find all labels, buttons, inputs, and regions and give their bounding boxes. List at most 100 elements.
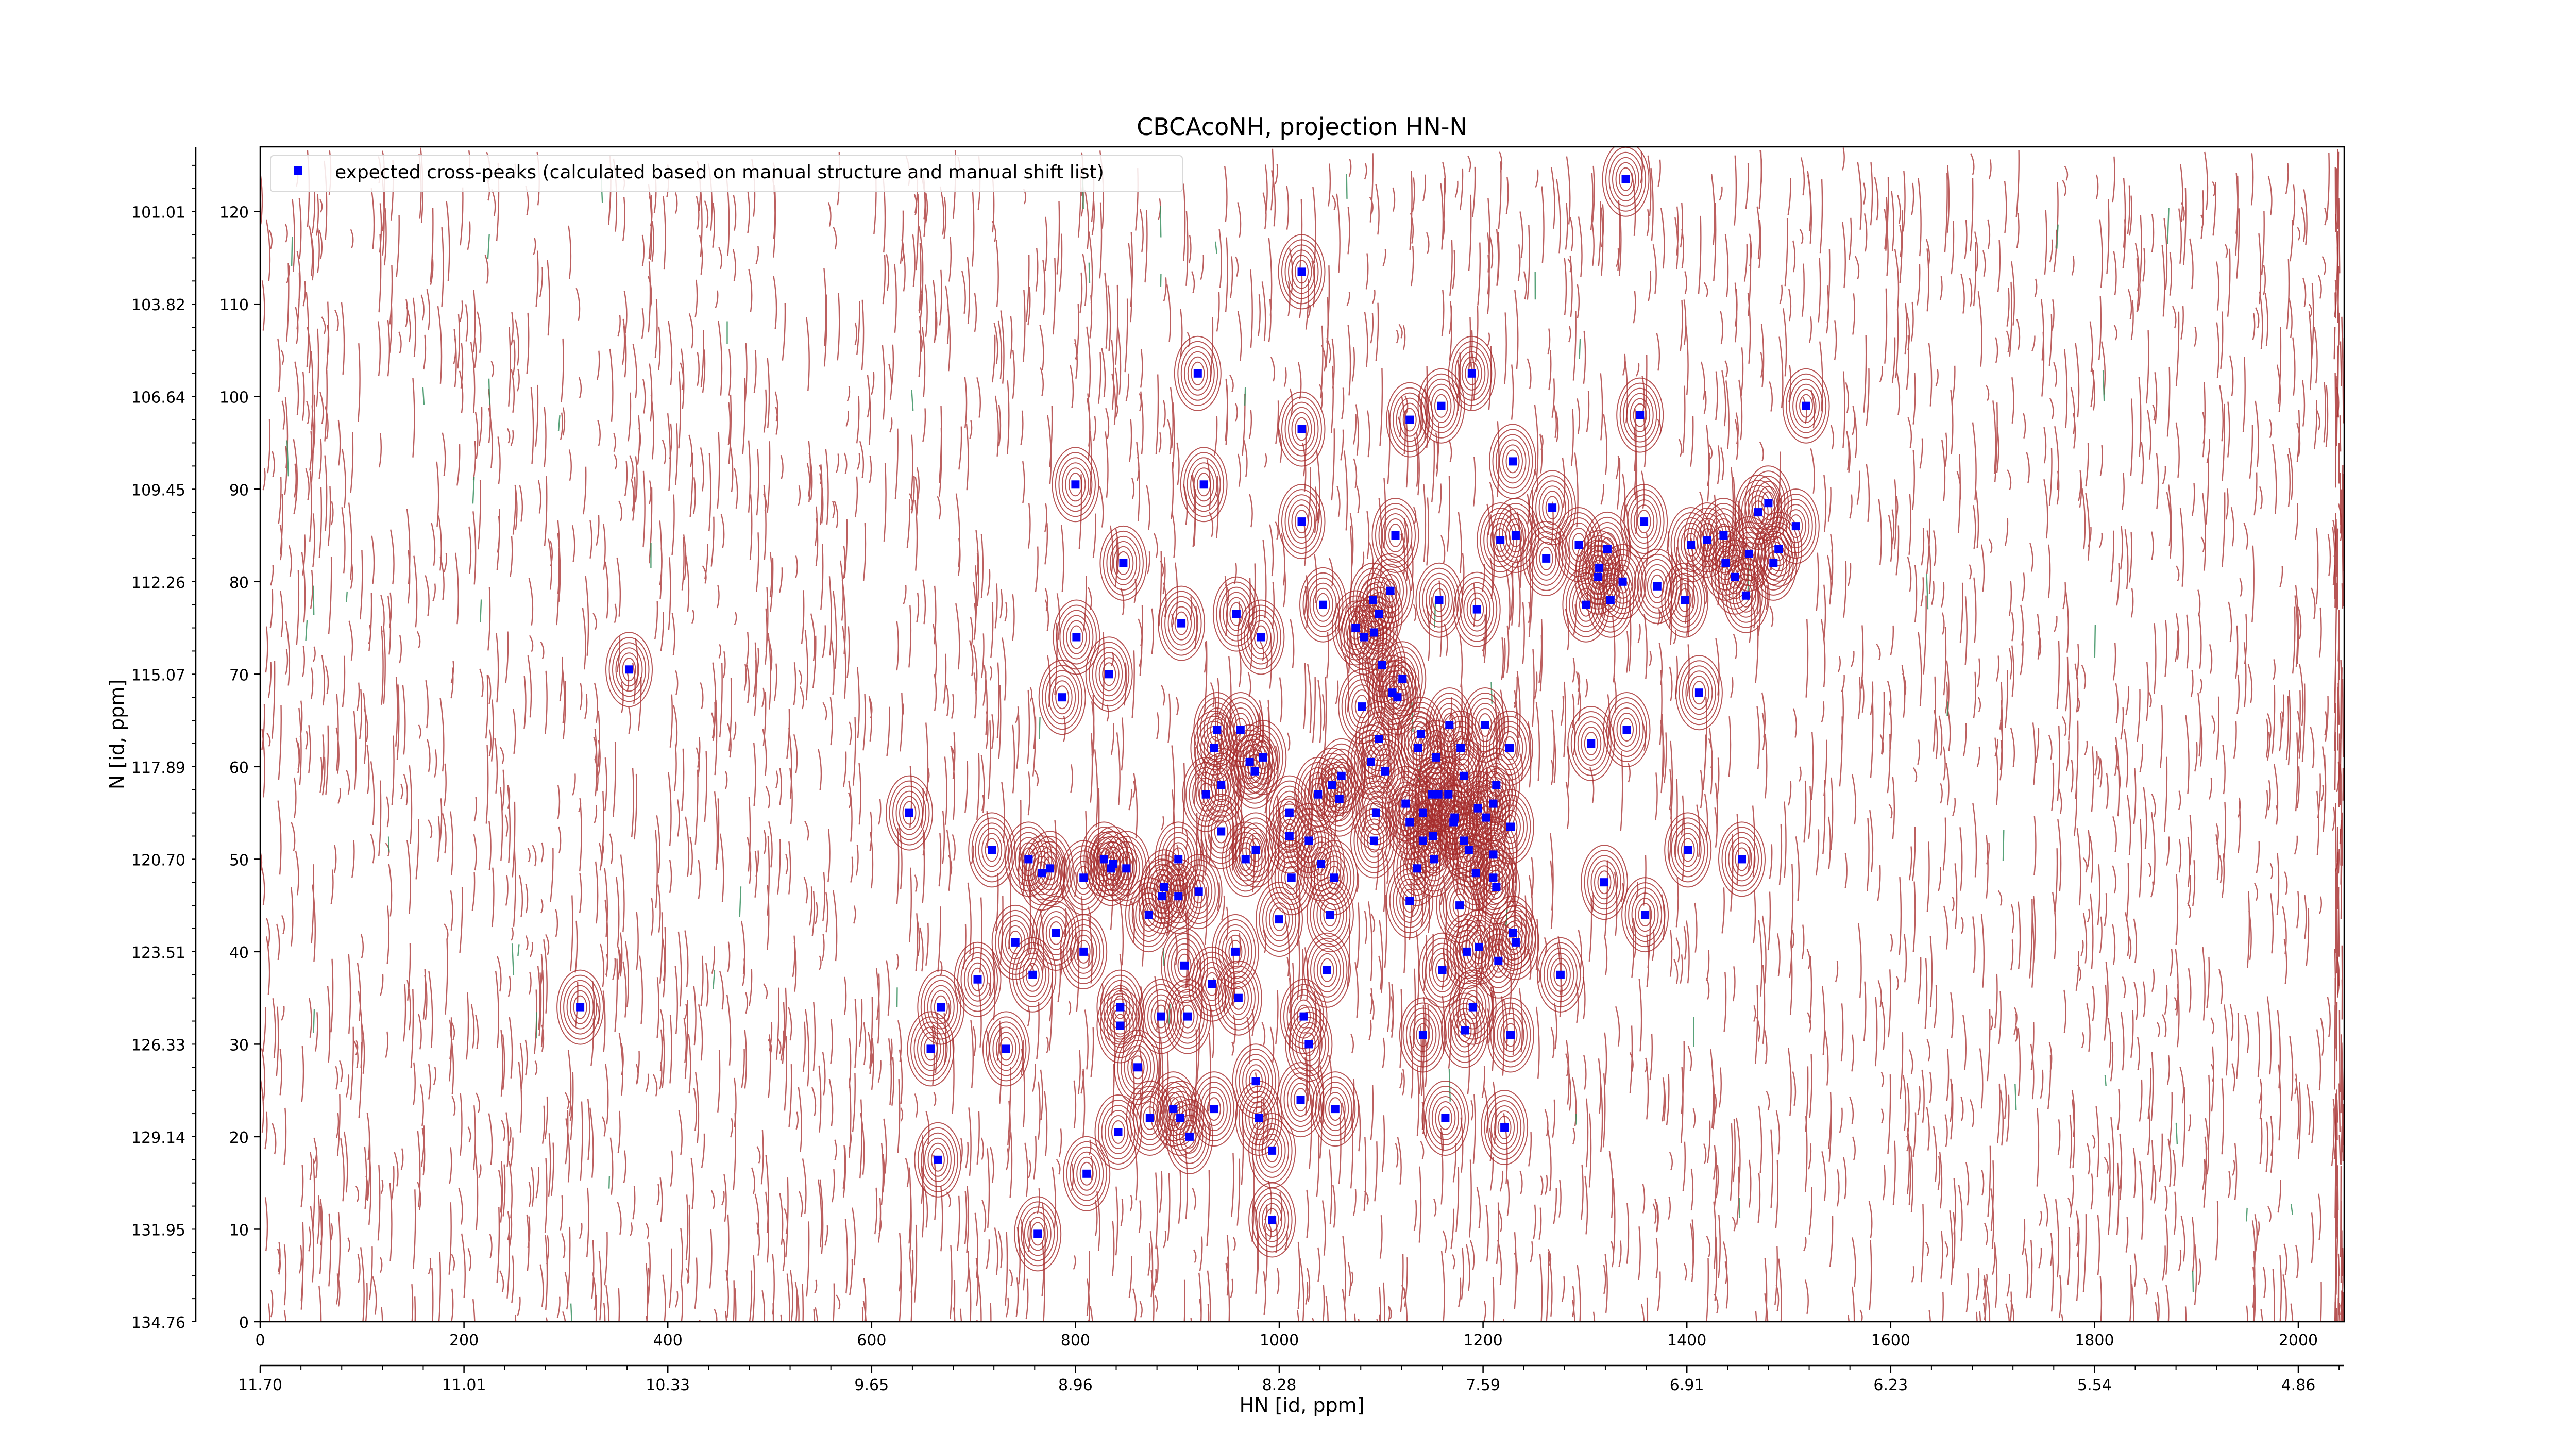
cross-peak-marker xyxy=(1754,508,1762,517)
contour-level xyxy=(1043,856,1057,881)
contour-level xyxy=(1262,1133,1283,1168)
cross-peak-marker xyxy=(1183,1012,1192,1021)
contour-level xyxy=(924,1037,938,1061)
contour-level xyxy=(1615,162,1636,196)
contour-level xyxy=(1458,833,1479,867)
peak-contour xyxy=(1248,1182,1296,1258)
cross-peak-marker xyxy=(1413,864,1421,873)
contour-level xyxy=(1288,249,1315,294)
contour-level xyxy=(1070,929,1097,974)
cross-peak-marker xyxy=(1687,541,1696,549)
contour-level xyxy=(1536,937,1584,1013)
cross-peak-marker xyxy=(1177,619,1186,628)
contour-level xyxy=(1164,596,1199,651)
contour-level xyxy=(1237,599,1285,675)
cross-peak-marker xyxy=(1621,175,1630,183)
contour-level xyxy=(1667,817,1708,883)
contour-level xyxy=(1029,836,1071,901)
contour-level xyxy=(920,1032,941,1066)
contour-level xyxy=(1373,563,1408,618)
contour-level xyxy=(1462,919,1496,974)
contour-level xyxy=(902,801,917,825)
contour-level xyxy=(1405,1007,1440,1063)
cross-peak-marker xyxy=(1217,827,1226,836)
cross-peak-marker xyxy=(1257,633,1265,642)
contour-level xyxy=(982,1011,1030,1087)
contour-level xyxy=(1536,541,1557,576)
contour-level xyxy=(1526,526,1567,591)
contour-level xyxy=(1484,1095,1525,1160)
cross-peak-marker xyxy=(1622,726,1631,734)
contour-level xyxy=(1163,1092,1184,1126)
contour-level xyxy=(1207,1097,1221,1121)
contour-level xyxy=(1616,377,1664,453)
peak-contour xyxy=(982,1011,1030,1087)
contour-level xyxy=(1448,335,1496,411)
cross-peak-marker xyxy=(1259,753,1267,762)
contour-level xyxy=(1675,655,1723,731)
contour-level xyxy=(957,947,998,1012)
cross-peak-marker xyxy=(1445,721,1454,729)
contour-level xyxy=(556,969,604,1045)
contour-level xyxy=(1061,462,1089,507)
contour-level xyxy=(560,974,601,1040)
contour-level xyxy=(1297,762,1338,827)
contour-level xyxy=(1387,680,1408,715)
cross-peak-marker xyxy=(1251,1077,1260,1086)
cross-peak-marker xyxy=(1160,883,1168,891)
contour-level xyxy=(1079,1161,1094,1186)
contour-level xyxy=(1151,879,1173,914)
contour-level xyxy=(1281,489,1322,554)
contour-level xyxy=(1577,721,1605,766)
contour-level xyxy=(1502,444,1523,479)
contour-level xyxy=(971,817,1012,883)
contour-level xyxy=(1012,942,1053,1007)
peak-contour xyxy=(1722,558,1770,633)
cross-peak-marker xyxy=(1213,726,1222,734)
contour-level xyxy=(1291,504,1312,539)
contour-level xyxy=(1677,588,1692,612)
cross-peak-marker xyxy=(1369,628,1378,637)
contour-level xyxy=(1354,734,1388,789)
contour-level xyxy=(1315,761,1363,837)
peak-contour xyxy=(1026,831,1074,906)
cross-peak-marker xyxy=(1738,855,1746,864)
contour-level xyxy=(1228,939,1243,964)
contour-level xyxy=(1509,524,1523,547)
contour-level xyxy=(1532,536,1560,581)
cross-peak-marker xyxy=(1251,846,1260,854)
cross-peak-marker xyxy=(1548,503,1557,512)
cross-peak-marker xyxy=(1418,836,1427,845)
y-index-tick-label: 0 xyxy=(239,1314,249,1332)
contour-level xyxy=(1321,768,1343,802)
peak-contour xyxy=(1661,562,1709,638)
contour-level xyxy=(1223,592,1250,636)
cross-peak-marker xyxy=(1492,781,1501,789)
contour-level xyxy=(1360,818,1388,863)
contour-level xyxy=(1674,828,1702,872)
peak-contour xyxy=(1581,845,1628,920)
cross-peak-marker xyxy=(1450,813,1459,822)
cross-peak-marker xyxy=(1367,757,1375,766)
cross-peak-marker xyxy=(1107,864,1115,873)
contour-level xyxy=(1278,234,1326,310)
contour-level xyxy=(1111,1120,1125,1144)
contour-level xyxy=(1608,151,1643,207)
contour-level xyxy=(1170,1101,1191,1135)
peak-contour xyxy=(1294,756,1342,832)
contour-level xyxy=(895,790,923,835)
contour-level xyxy=(1258,1128,1286,1173)
contour-level xyxy=(1449,969,1497,1045)
contour-level xyxy=(1422,937,1463,1003)
contour-level xyxy=(1402,780,1444,846)
contour-level xyxy=(1453,571,1501,647)
cross-peak-marker xyxy=(1199,480,1208,489)
contour-level xyxy=(1388,524,1402,547)
contour-level xyxy=(1309,582,1337,627)
y-axis-label: N [id, ppm] xyxy=(106,679,128,789)
contour-level xyxy=(1735,847,1749,871)
x-ppm-tick-label: 5.54 xyxy=(2077,1376,2112,1394)
contour-level xyxy=(1664,567,1705,633)
peak-contour xyxy=(1278,391,1326,467)
contour-level xyxy=(1008,827,1049,892)
